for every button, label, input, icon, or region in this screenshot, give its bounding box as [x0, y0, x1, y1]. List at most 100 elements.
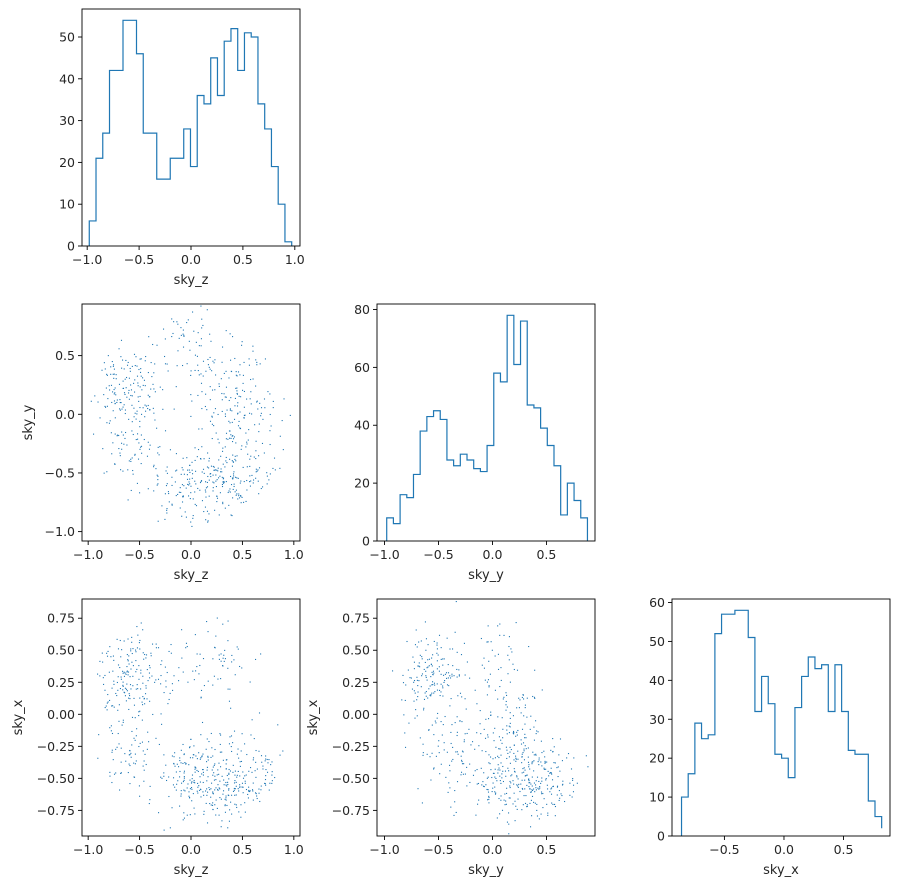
scatter-sky-x-vs-sky-y-point — [413, 661, 415, 663]
scatter-sky-y-vs-sky-z-point — [249, 481, 251, 483]
scatter-sky-x-vs-sky-z-point — [212, 774, 214, 776]
scatter-sky-x-vs-sky-z-point — [227, 688, 229, 690]
scatter-sky-x-vs-sky-y-point — [505, 803, 507, 805]
scatter-sky-x-vs-sky-y-point — [517, 729, 519, 732]
scatter-sky-x-vs-sky-y-point — [423, 709, 425, 711]
scatter-sky-y-vs-sky-z-point — [229, 437, 231, 439]
scatter-sky-x-vs-sky-y-point — [517, 758, 519, 760]
scatter-sky-y-vs-sky-z-point — [127, 469, 129, 471]
scatter-sky-x-vs-sky-z-point — [127, 660, 129, 662]
scatter-sky-x-vs-sky-z-point — [160, 674, 162, 677]
scatter-sky-x-vs-sky-y-point — [486, 681, 488, 683]
scatter-sky-y-vs-sky-z-point — [227, 438, 229, 440]
scatter-sky-x-vs-sky-z-point — [109, 771, 111, 773]
scatter-sky-y-vs-sky-z-point — [236, 393, 238, 395]
scatter-sky-y-vs-sky-z-point — [94, 395, 96, 397]
scatter-sky-x-vs-sky-y-point — [502, 698, 504, 700]
scatter-sky-x-vs-sky-z-point — [135, 651, 137, 653]
scatter-sky-x-vs-sky-z-point — [230, 746, 232, 748]
scatter-sky-x-vs-sky-z-point — [135, 735, 137, 737]
scatter-sky-x-vs-sky-z-point — [183, 817, 186, 819]
scatter-sky-y-vs-sky-z-point — [257, 480, 259, 482]
scatter-sky-x-vs-sky-y-point — [450, 698, 452, 700]
scatter-sky-x-vs-sky-z-point — [200, 696, 202, 698]
scatter-sky-x-vs-sky-z-point — [191, 781, 193, 783]
scatter-sky-x-vs-sky-z-point — [220, 766, 222, 768]
scatter-sky-y-vs-sky-z-point — [134, 364, 136, 367]
scatter-sky-x-vs-sky-y-point — [488, 754, 490, 756]
scatter-sky-y-vs-sky-z-point — [237, 425, 240, 427]
scatter-sky-y-vs-sky-z-point — [204, 489, 206, 491]
scatter-sky-y-vs-sky-z-point — [232, 477, 234, 479]
scatter-sky-y-vs-sky-z-point — [200, 458, 202, 460]
scatter-sky-x-vs-sky-z-point — [104, 674, 106, 677]
scatter-sky-x-vs-sky-y-point — [528, 782, 530, 784]
scatter-sky-x-vs-sky-z-point — [126, 653, 128, 656]
scatter-sky-x-vs-sky-y-point — [446, 751, 448, 753]
scatter-sky-x-vs-sky-z-point — [155, 643, 157, 645]
scatter-sky-y-vs-sky-z-point — [108, 422, 110, 424]
scatter-sky-y-vs-sky-z-point — [233, 436, 235, 438]
scatter-sky-x-vs-sky-y-point — [485, 718, 487, 720]
scatter-sky-y-vs-sky-z-point — [139, 426, 141, 428]
scatter-sky-x-vs-sky-z-point — [255, 749, 257, 752]
scatter-sky-x-vs-sky-z-point — [183, 753, 185, 756]
scatter-sky-x-vs-sky-y-point — [453, 675, 455, 677]
scatter-sky-x-vs-sky-z-point — [117, 664, 120, 666]
scatter-sky-y-vs-sky-z-point — [255, 450, 257, 452]
scatter-sky-y-vs-sky-z-point — [218, 459, 220, 461]
scatter-sky-y-vs-sky-z-point — [138, 442, 140, 444]
scatter-sky-y-vs-sky-z-point — [224, 466, 226, 468]
scatter-sky-y-vs-sky-z-point — [148, 448, 151, 450]
scatter-sky-x-vs-sky-y-point — [498, 767, 500, 769]
scatter-sky-x-vs-sky-z-point — [229, 770, 232, 772]
scatter-sky-y-vs-sky-z-point — [237, 413, 239, 415]
scatter-sky-y-vs-sky-z-point — [222, 503, 224, 505]
scatter-sky-x-vs-sky-z-point — [271, 771, 273, 773]
scatter-sky-y-vs-sky-z-point — [211, 437, 213, 440]
scatter-sky-x-vs-sky-y-point — [432, 673, 434, 675]
scatter-sky-x-vs-sky-y-point — [509, 797, 511, 799]
scatter-sky-x-vs-sky-z-point — [228, 788, 230, 790]
scatter-sky-x-vs-sky-z-point — [132, 675, 134, 677]
scatter-sky-x-vs-sky-z-point — [161, 660, 163, 662]
scatter-sky-y-vs-sky-z-point — [255, 385, 257, 387]
scatter-sky-x-vs-sky-y-point — [459, 692, 462, 694]
scatter-sky-x-vs-sky-z-point — [148, 741, 150, 743]
scatter-sky-x-vs-sky-z-point — [193, 779, 195, 782]
scatter-sky-x-vs-sky-y-point — [487, 641, 489, 643]
scatter-sky-y-vs-sky-z-point — [258, 467, 261, 469]
scatter-sky-x-vs-sky-y-point — [545, 778, 547, 780]
scatter-sky-y-vs-sky-z-point — [239, 482, 241, 484]
scatter-sky-x-vs-sky-z-point — [128, 663, 130, 665]
scatter-sky-x-vs-sky-y-point — [552, 785, 554, 787]
scatter-sky-x-vs-sky-z-point — [139, 795, 141, 797]
scatter-sky-x-vs-sky-z-point — [218, 654, 220, 656]
scatter-sky-y-vs-sky-z-point — [220, 471, 222, 473]
scatter-sky-x-vs-sky-y-point — [472, 774, 475, 776]
scatter-sky-x-vs-sky-z-point — [138, 665, 140, 667]
scatter-sky-x-vs-sky-z-point — [136, 647, 139, 649]
scatter-sky-x-vs-sky-z-point — [249, 767, 252, 769]
scatter-sky-x-vs-sky-y-point — [427, 659, 429, 661]
scatter-sky-y-vs-sky-z-point — [175, 470, 177, 472]
scatter-sky-x-vs-sky-y-point — [536, 803, 538, 805]
scatter-sky-x-vs-sky-y-point — [415, 709, 417, 711]
scatter-sky-x-vs-sky-z-point — [124, 753, 126, 755]
scatter-sky-y-vs-sky-z-point — [106, 422, 108, 424]
scatter-sky-x-vs-sky-y-point — [500, 795, 502, 797]
scatter-sky-x-vs-sky-y-point — [556, 794, 558, 796]
scatter-sky-x-vs-sky-y-point — [497, 668, 500, 670]
scatter-sky-x-vs-sky-z-point — [130, 688, 132, 690]
scatter-sky-x-vs-sky-y-point — [488, 660, 490, 662]
scatter-sky-x-vs-sky-y-point — [524, 779, 526, 781]
scatter-sky-x-vs-sky-z-point — [199, 653, 201, 655]
scatter-sky-x-vs-sky-z-point — [189, 788, 191, 790]
scatter-sky-y-vs-sky-z-point — [218, 383, 220, 385]
scatter-sky-x-vs-sky-y-point — [513, 792, 515, 794]
scatter-sky-x-vs-sky-y-ytick-label: −0.25 — [332, 739, 370, 754]
scatter-sky-x-vs-sky-z-point — [224, 649, 226, 651]
scatter-sky-x-vs-sky-y-point — [502, 770, 504, 772]
scatter-sky-y-vs-sky-z-point — [256, 401, 258, 403]
scatter-sky-x-vs-sky-y-point — [474, 748, 476, 750]
